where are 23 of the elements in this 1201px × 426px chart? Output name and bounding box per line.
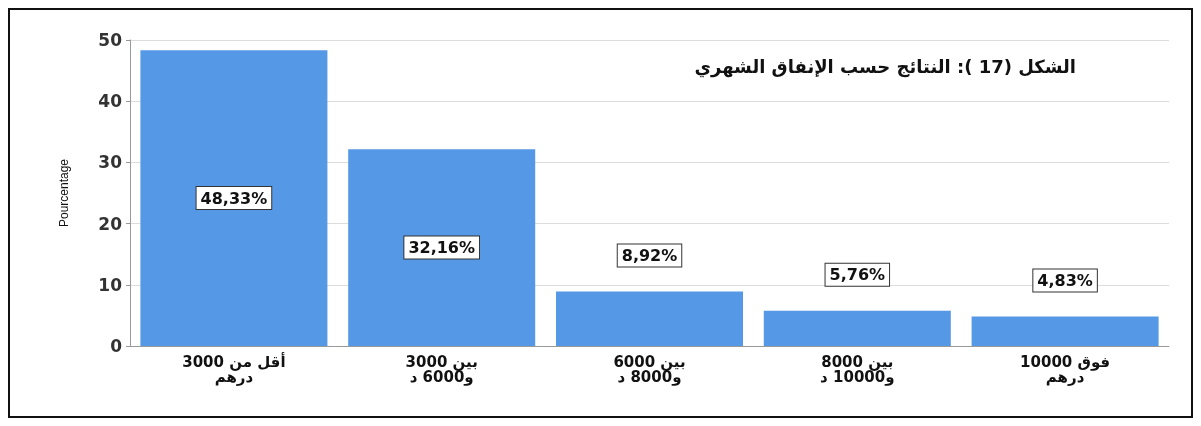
y-axis-title: Pourcentage [57, 158, 71, 228]
bar [763, 310, 951, 346]
data-label: 8,92% [621, 245, 678, 265]
data-label: 32,16% [408, 238, 476, 258]
text: الشكل (17 ): النتائج حسب الإنفاق الشهري [694, 55, 1077, 78]
y-tick-label: 30 [98, 152, 123, 173]
x-tick-label: فوق 10000 درهم [1020, 352, 1111, 386]
x-tick-label: بين 8000 و10000 د [820, 352, 895, 386]
data-label: 48,33% [200, 188, 268, 208]
x-tick-label: بين 3000 و6000 د [405, 352, 478, 386]
bar [140, 50, 328, 346]
y-tick-label: 20 [98, 213, 123, 234]
x-tick-label: أقل من 3000 درهم [182, 351, 286, 386]
data-label: 5,76% [829, 265, 886, 285]
y-tick-label: 0 [110, 336, 123, 356]
bar [555, 291, 744, 346]
y-tick-label: 10 [98, 274, 123, 295]
x-tick-label: بين 6000 و8000 د [613, 352, 686, 386]
bar [348, 149, 536, 346]
data-label: 4,83% [1037, 270, 1093, 290]
y-tick-label: 50 [98, 30, 123, 50]
y-tick-label: 40 [98, 91, 123, 112]
bar [971, 316, 1159, 346]
